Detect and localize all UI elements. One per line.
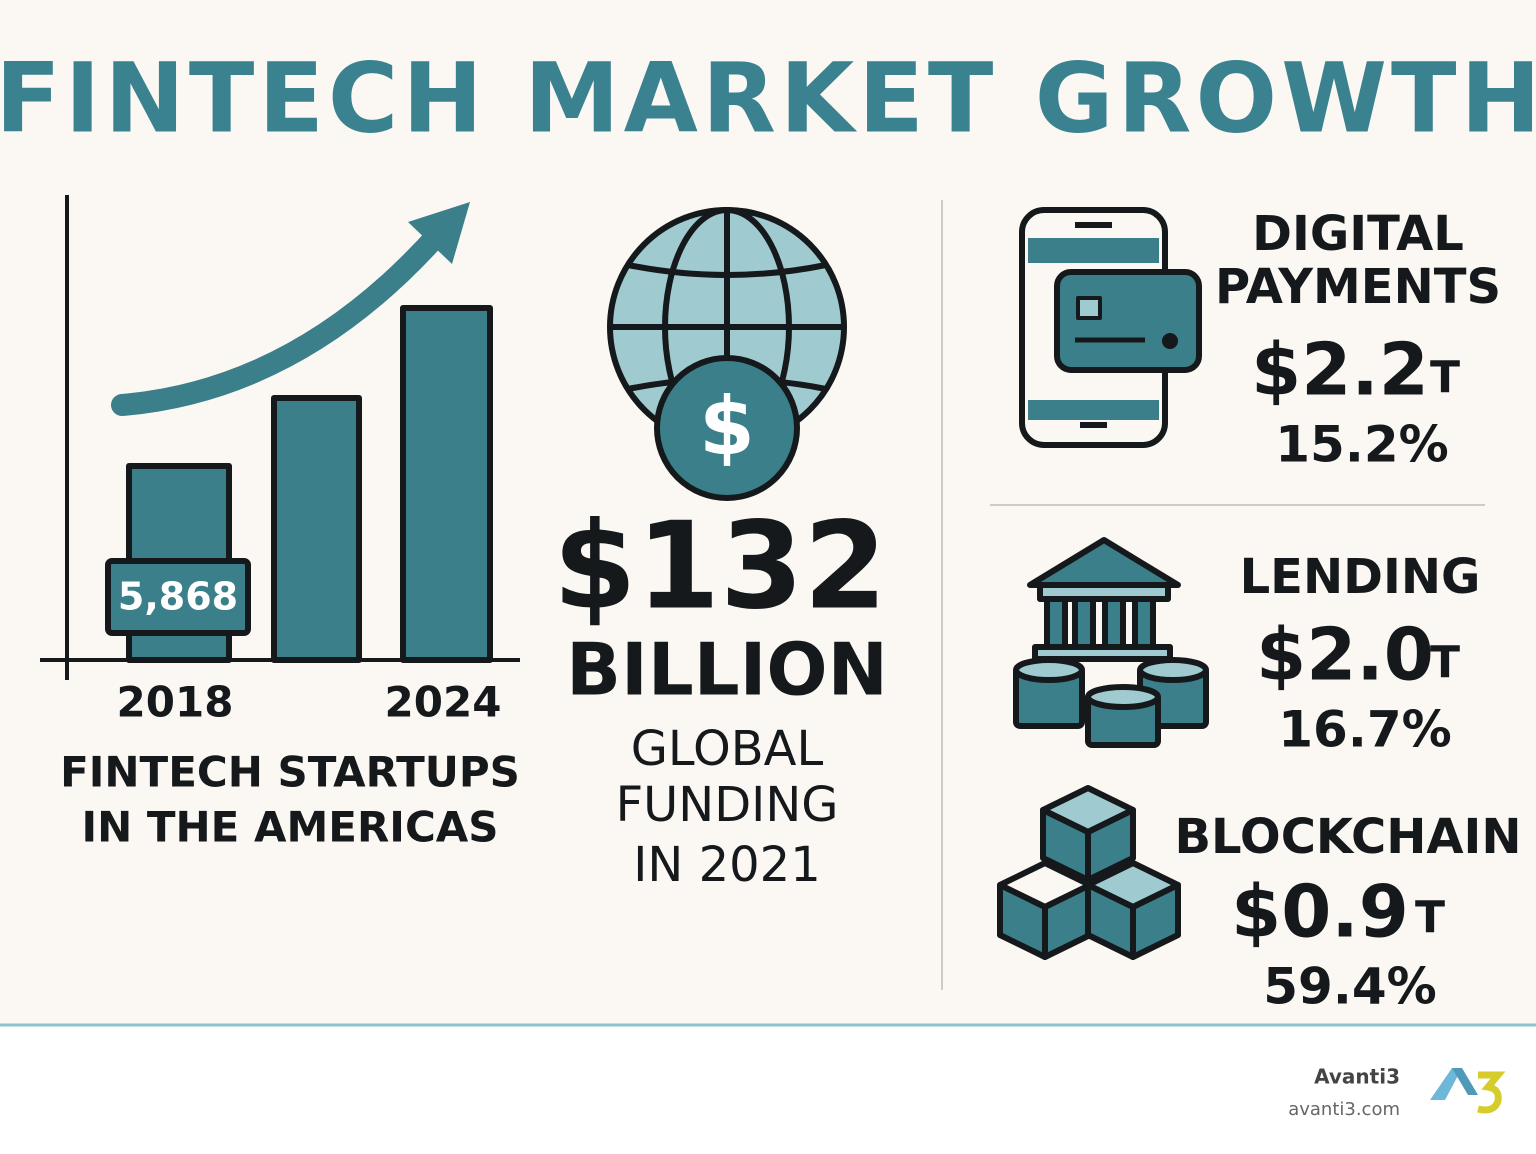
startups-badge: 5,868 bbox=[118, 575, 238, 619]
funding-unit: BILLION bbox=[566, 628, 888, 712]
icon-shape bbox=[271, 395, 362, 663]
caption: FUNDING bbox=[616, 777, 839, 833]
caption: GLOBAL bbox=[631, 721, 824, 777]
icon-shape bbox=[1013, 657, 1085, 683]
segment-unit: T bbox=[1430, 637, 1460, 688]
segment-name: PAYMENTS bbox=[1215, 259, 1501, 315]
icon-shape bbox=[1137, 657, 1209, 683]
caption: FINTECH STARTUPS bbox=[60, 748, 520, 797]
icon-shape bbox=[1044, 596, 1068, 650]
segment-name: BLOCKCHAIN bbox=[1174, 809, 1521, 865]
icon-shape bbox=[1130, 882, 1181, 960]
segment-value: $2.2 bbox=[1251, 328, 1429, 412]
icon-shape bbox=[1054, 269, 1202, 373]
payments-segment: DIGITAL PAYMENTS $2.2 T 15.2% bbox=[1019, 206, 1501, 474]
icon-shape bbox=[1085, 807, 1136, 883]
segment-growth: 59.4% bbox=[1263, 958, 1436, 1016]
url: avanti3.com bbox=[1288, 1099, 1400, 1120]
icon-shape bbox=[1032, 644, 1173, 662]
icon-shape bbox=[654, 355, 800, 501]
icon-shape bbox=[1085, 684, 1161, 710]
title: FINTECH MARKET GROWTH bbox=[0, 42, 1536, 154]
lending-segment: LENDING $2.0 T 16.7% bbox=[1013, 537, 1481, 759]
icon-shape bbox=[1072, 596, 1096, 650]
icon-shape bbox=[1102, 596, 1126, 650]
brand: Avanti3 bbox=[1314, 1065, 1400, 1089]
segment-value: $0.9 bbox=[1231, 870, 1409, 954]
year-label: 2024 bbox=[385, 678, 502, 727]
dollar-icon: $ bbox=[699, 380, 755, 473]
caption: IN 2021 bbox=[633, 837, 820, 893]
caption: IN THE AMERICAS bbox=[81, 803, 498, 852]
segment-name: DIGITAL bbox=[1252, 206, 1464, 262]
icon-shape bbox=[400, 305, 493, 663]
segment-growth: 15.2% bbox=[1275, 416, 1448, 474]
icon-shape bbox=[1028, 400, 1159, 420]
segment-unit: T bbox=[1430, 352, 1460, 403]
segment-growth: 16.7% bbox=[1278, 701, 1451, 759]
icon-shape bbox=[1028, 238, 1159, 263]
icon-shape bbox=[111, 221, 451, 416]
year-label: 2018 bbox=[117, 678, 234, 727]
icon-shape bbox=[408, 202, 470, 264]
icon-shape bbox=[1477, 1071, 1506, 1114]
segment-unit: T bbox=[1415, 892, 1445, 943]
icon-shape bbox=[1452, 1068, 1478, 1095]
segment-name: LENDING bbox=[1240, 549, 1481, 605]
funding-amount: $132 bbox=[553, 498, 887, 637]
icon-shape bbox=[1013, 657, 1209, 748]
icon-shape bbox=[1430, 1068, 1462, 1100]
blockchain-segment: BLOCKCHAIN $0.9 T 59.4% bbox=[997, 785, 1522, 1016]
logo bbox=[1430, 1068, 1506, 1114]
segment-value: $2.0 bbox=[1256, 613, 1434, 697]
icon-shape bbox=[1162, 333, 1178, 349]
startups-panel: 5,868 2018 2024 FINTECH STARTUPS IN THE … bbox=[40, 195, 520, 852]
icon-shape bbox=[1076, 296, 1102, 320]
footer bbox=[0, 1025, 1536, 1154]
icon-shape bbox=[105, 558, 251, 636]
icon-shape bbox=[1132, 596, 1156, 650]
funding-panel: $ $132 BILLION GLOBAL FUNDING IN 2021 bbox=[553, 207, 888, 893]
